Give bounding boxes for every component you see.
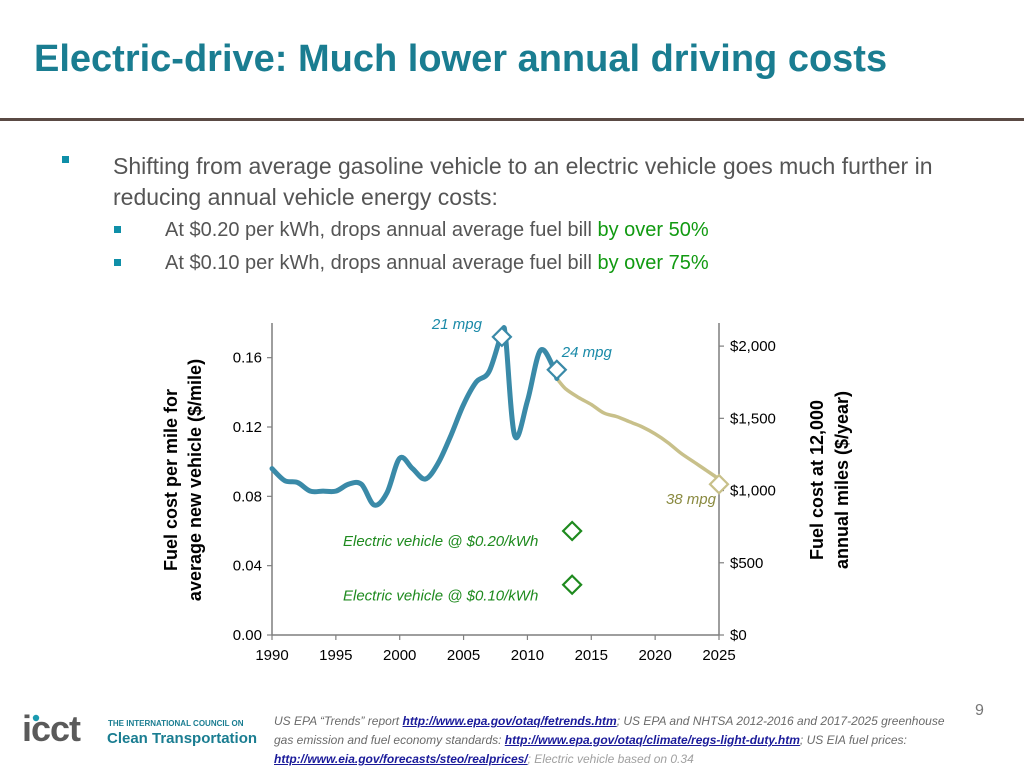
sub-bullet-2-text: At $0.10 per kWh, drops annual average f…: [165, 252, 592, 274]
fuel-cost-chart: 0.00 0.04 0.08 0.12 0.16 $0 $500 $1,000 $1,500 $2…: [161, 316, 852, 664]
right-axis-title: Fuel cost at 12,000: [807, 400, 827, 560]
bullet-square-icon: [114, 259, 121, 266]
bullet-square-icon: [114, 226, 121, 233]
icct-logo: icct THE INTERNATIONAL COUNCIL ON Clean …: [22, 708, 272, 751]
ev-010-marker: [561, 574, 583, 596]
left-tick-label: 0.08: [233, 488, 262, 505]
historical-series-line: [269, 325, 560, 508]
logo-mark: icct: [22, 712, 81, 746]
sub-bullet-1: At $0.20 per kWh, drops annual average f…: [165, 219, 709, 242]
logo-line-2: Clean Transportation: [107, 730, 257, 746]
x-tick-label: 2015: [575, 647, 608, 664]
x-tick-label: 2000: [383, 647, 416, 664]
x-tick-label: 2025: [702, 647, 735, 664]
left-axis-title: average new vehicle ($/mile): [185, 359, 205, 601]
chart-series: [269, 325, 721, 508]
ev-020-marker: [561, 520, 583, 542]
left-tick-label: 0.00: [233, 627, 262, 644]
x-tick-label: 1995: [319, 647, 352, 664]
left-tick-label: 0.12: [233, 419, 262, 436]
right-tick-label: $0: [730, 627, 747, 644]
source-text-2: ; US EPA and NHTSA 2012-2016 and 2017-20…: [274, 714, 945, 747]
x-tick-label: 2005: [447, 647, 480, 664]
bullet-square-icon: [62, 156, 69, 163]
source-text-4: ; Electric vehicle based on 0.34: [527, 752, 694, 766]
right-tick-label: $500: [730, 555, 763, 572]
source-text-3: ; US EIA fuel prices:: [799, 733, 907, 747]
x-tick-label: 2020: [638, 647, 671, 664]
source-citation: US EPA “Trends” report http://www.epa.go…: [274, 712, 954, 769]
sub-bullet-2-highlight: by over 75%: [597, 252, 709, 274]
right-tick-label: $1,500: [730, 410, 776, 427]
right-tick-label: $1,000: [730, 483, 776, 500]
slide-title: Electric-drive: Much lower annual drivin…: [34, 38, 888, 80]
left-tick-label: 0.16: [233, 350, 262, 367]
page-number: 9: [975, 702, 984, 719]
projection-series-line: [555, 376, 721, 481]
x-tick-label: 2010: [511, 647, 544, 664]
logo-dot-icon: [32, 714, 40, 722]
x-tick-label: 1990: [255, 647, 288, 664]
right-axis-title: annual miles ($/year): [832, 391, 852, 569]
epa-trends-link[interactable]: http://www.epa.gov/otaq/fetrends.htm: [402, 714, 617, 728]
source-text-1: US EPA “Trends” report: [274, 714, 403, 728]
chart-markers: 21 mpg 24 mpg 38 mpg Electric vehicle @ $0.…: [343, 316, 730, 605]
sub-bullet-1-text: At $0.20 per kWh, drops annual average f…: [165, 219, 592, 241]
left-axis-title: Fuel cost per mile for: [161, 389, 181, 571]
left-tick-label: 0.04: [233, 558, 262, 575]
mpg-21-marker: [491, 326, 513, 348]
mpg-24-label: 24 mpg: [561, 344, 613, 361]
ev-020-label: Electric vehicle @ $0.20/kWh: [343, 533, 538, 550]
eia-prices-link[interactable]: http://www.eia.gov/forecasts/steo/realpr…: [274, 752, 528, 766]
main-bullet-text: Shifting from average gasoline vehicle t…: [113, 153, 933, 210]
mpg-38-label: 38 mpg: [666, 491, 717, 508]
title-divider: [0, 118, 1024, 121]
sub-bullet-1-highlight: by over 50%: [597, 219, 709, 241]
mpg-38-marker: [708, 473, 730, 495]
mpg-24-marker: [546, 359, 568, 381]
right-tick-label: $2,000: [730, 338, 776, 355]
epa-regs-link[interactable]: http://www.epa.gov/otaq/climate/regs-lig…: [504, 733, 800, 747]
sub-bullet-2: At $0.10 per kWh, drops annual average f…: [165, 252, 709, 275]
chart-axes: 0.00 0.04 0.08 0.12 0.16 $0 $500 $1,000 $1,500 $2…: [161, 323, 852, 664]
ev-010-label: Electric vehicle @ $0.10/kWh: [343, 588, 538, 605]
logo-line-1: THE INTERNATIONAL COUNCIL ON: [108, 719, 244, 728]
mpg-21-label: 21 mpg: [431, 316, 483, 333]
